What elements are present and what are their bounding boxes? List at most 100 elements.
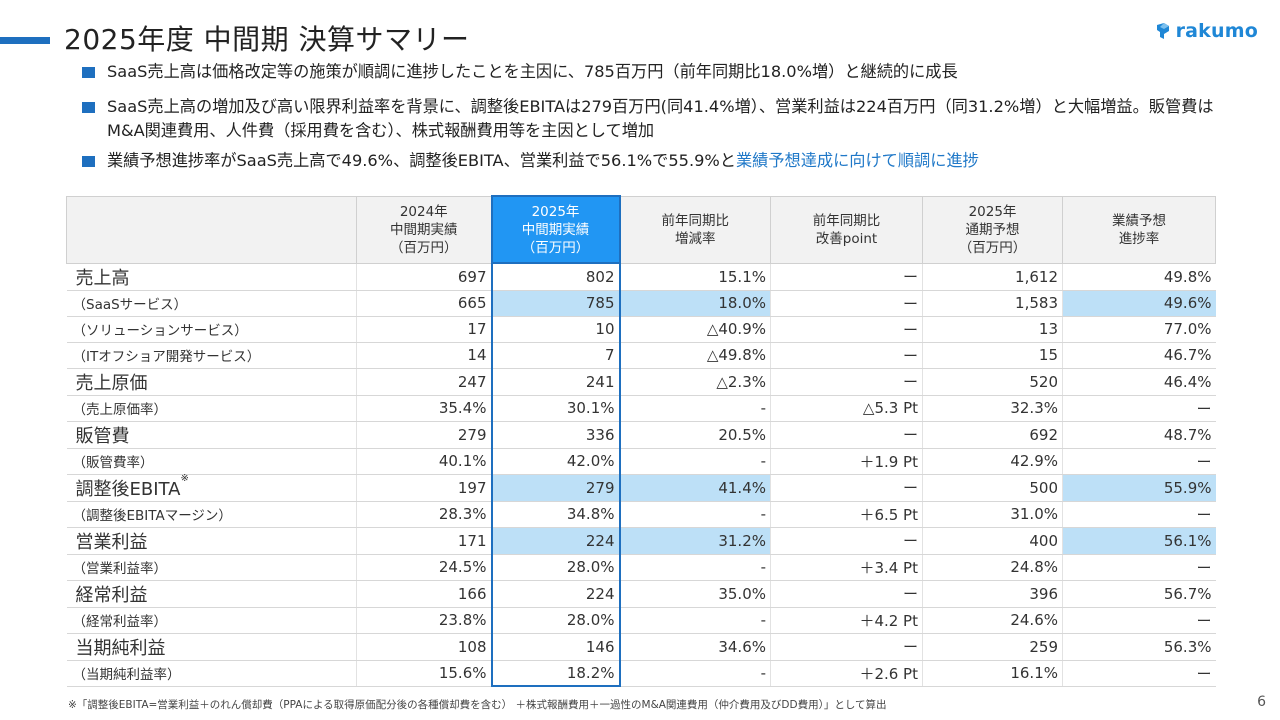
cell-2024-interim: 166 (356, 580, 492, 608)
summary-bullets: SaaS売上高は価格改定等の施策が順調に進捗したことを主因に、785百万円（前年… (82, 60, 1242, 184)
results-table: 2024年 中間期実績 （百万円） 2025年 中間期実績 （百万円） 前年同期… (66, 195, 1216, 687)
cell-progress-rate: ー (1062, 607, 1216, 634)
table-row: （当期純利益率） 15.6% 18.2% - ＋2.6 Pt 16.1% ー (66, 660, 1216, 687)
row-label-text: 調整後EBITA (75, 478, 181, 500)
row-label-text: 営業利益 (75, 531, 148, 553)
cell-yoy-point: ＋6.5 Pt (770, 501, 923, 528)
cell-2024-interim: 14 (356, 342, 492, 369)
cell-2024-interim: 40.1% (356, 448, 492, 475)
cell-yoy-point: ー (770, 342, 923, 369)
cell-2025-forecast: 1,612 (922, 263, 1063, 291)
summary-bullet: 業績予想進捗率がSaaS売上高で49.6%、調整後EBITA、営業利益で56.1… (82, 149, 1242, 173)
cell-yoy-rate: - (619, 448, 771, 475)
cell-2025-interim: 146 (490, 633, 621, 661)
cell-yoy-point: ー (770, 527, 923, 555)
bullet-square-icon (82, 67, 95, 78)
rakumo-logo-icon (1155, 22, 1171, 40)
row-label: （経常利益率） (66, 607, 357, 634)
row-label-text: 販管費 (75, 425, 130, 447)
table-body: 売上高 697 802 15.1% ー 1,612 49.8% （SaaSサービス） 665 78… (66, 263, 1216, 687)
cell-yoy-rate: △40.9% (619, 316, 771, 343)
cell-yoy-rate: 20.5% (619, 421, 771, 449)
cell-yoy-point: ー (770, 421, 923, 449)
cell-2025-interim: 28.0% (490, 554, 621, 581)
cell-2025-forecast: 400 (922, 527, 1063, 555)
cell-2025-forecast: 1,583 (922, 290, 1063, 317)
table-row: 売上高 697 802 15.1% ー 1,612 49.8% (66, 263, 1216, 291)
cell-progress-rate: ー (1062, 448, 1216, 475)
cell-progress-rate: 46.7% (1062, 342, 1216, 369)
cell-2025-interim: 785 (490, 290, 621, 317)
cell-yoy-rate: 15.1% (619, 263, 771, 291)
footnote: ※「調整後EBITA=営業利益＋のれん償却費（PPAによる取得原価配分後の各種償… (68, 699, 887, 711)
cell-yoy-point: △5.3 Pt (770, 395, 923, 422)
bullet-text: 業績予想進捗率がSaaS売上高で49.6%、調整後EBITA、営業利益で56.1… (107, 151, 736, 170)
table-row: （販管費率） 40.1% 42.0% - ＋1.9 Pt 42.9% ー (66, 448, 1216, 475)
cell-2025-forecast: 13 (922, 316, 1063, 343)
cell-2025-forecast: 32.3% (922, 395, 1063, 422)
row-label-text: 売上高 (75, 267, 130, 289)
cell-2025-forecast: 24.6% (922, 607, 1063, 634)
bullet-highlight-text: 業績予想達成に向けて順調に進捗 (735, 151, 979, 170)
table-row: 営業利益 171 224 31.2% ー 400 56.1% (66, 527, 1216, 555)
cell-yoy-point: ＋4.2 Pt (770, 607, 923, 634)
table-row: 当期純利益 108 146 34.6% ー 259 56.3% (66, 633, 1216, 661)
cell-2025-interim: 241 (490, 368, 621, 396)
cell-yoy-point: ー (770, 290, 923, 317)
company-logo: rakumo (1155, 20, 1258, 42)
results-table-container: 2024年 中間期実績 （百万円） 2025年 中間期実績 （百万円） 前年同期… (66, 195, 1216, 687)
row-label-text: （経常利益率） (72, 614, 168, 630)
table-row: （経常利益率） 23.8% 28.0% - ＋4.2 Pt 24.6% ー (66, 607, 1216, 634)
row-label: 売上原価 (66, 368, 357, 396)
row-label: （販管費率） (66, 448, 357, 475)
cell-yoy-rate: - (619, 501, 771, 528)
cell-2025-interim: 802 (490, 263, 621, 291)
row-label: 当期純利益 (66, 633, 357, 661)
row-label-text: （当期純利益率） (72, 667, 181, 683)
row-label-text: （営業利益率） (72, 561, 168, 577)
cell-progress-rate: 55.9% (1062, 474, 1216, 502)
cell-2024-interim: 23.8% (356, 607, 492, 634)
cell-2024-interim: 15.6% (356, 660, 492, 687)
header-progress-rate: 業績予想 進捗率 (1062, 195, 1216, 264)
row-label: 経常利益 (66, 580, 357, 608)
row-label-text: 当期純利益 (75, 637, 166, 659)
bullet-square-icon (82, 156, 95, 167)
cell-progress-rate: ー (1062, 554, 1216, 581)
cell-yoy-point: ー (770, 474, 923, 502)
cell-yoy-point: ー (770, 580, 923, 608)
cell-2024-interim: 17 (356, 316, 492, 343)
cell-yoy-rate: 18.0% (619, 290, 771, 317)
table-row: （ソリューションサービス） 17 10 △40.9% ー 13 77.0% (66, 316, 1216, 343)
row-label: （売上原価率） (66, 395, 357, 422)
cell-yoy-rate: - (619, 554, 771, 581)
cell-2024-interim: 171 (356, 527, 492, 555)
page-title: 2025年度 中間期 決算サマリー (64, 23, 470, 56)
cell-yoy-rate: - (619, 607, 771, 634)
row-label: （ITオフショア開発サービス） (66, 342, 357, 369)
cell-yoy-point: ＋1.9 Pt (770, 448, 923, 475)
cell-yoy-rate: 35.0% (619, 580, 771, 608)
cell-2024-interim: 24.5% (356, 554, 492, 581)
cell-progress-rate: 56.7% (1062, 580, 1216, 608)
cell-progress-rate: 56.1% (1062, 527, 1216, 555)
cell-progress-rate: 49.6% (1062, 290, 1216, 317)
table-row: 売上原価 247 241 △2.3% ー 520 46.4% (66, 368, 1216, 396)
table-row: 調整後EBITA※ 197 279 41.4% ー 500 55.9% (66, 472, 1216, 502)
cell-2025-interim: 18.2% (490, 660, 621, 687)
cell-yoy-rate: 41.4% (619, 474, 771, 502)
cell-2024-interim: 279 (356, 421, 492, 449)
cell-2025-interim: 34.8% (490, 501, 621, 528)
row-label-text: （売上原価率） (72, 402, 168, 418)
cell-progress-rate: ー (1062, 395, 1216, 422)
header-2025-interim: 2025年 中間期実績 （百万円） (490, 195, 621, 264)
cell-2025-forecast: 520 (922, 368, 1063, 396)
bullet-text: SaaS売上高の増加及び高い限界利益率を背景に、調整後EBITAは279百万円(… (107, 97, 1214, 140)
cell-progress-rate: 56.3% (1062, 633, 1216, 661)
row-label-text: （SaaSサービス） (72, 297, 188, 313)
footnote-mark: ※ (180, 472, 189, 484)
cell-2025-interim: 336 (490, 421, 621, 449)
cell-2025-interim: 7 (490, 342, 621, 369)
cell-yoy-rate: - (619, 660, 771, 687)
cell-yoy-point: ＋3.4 Pt (770, 554, 923, 581)
